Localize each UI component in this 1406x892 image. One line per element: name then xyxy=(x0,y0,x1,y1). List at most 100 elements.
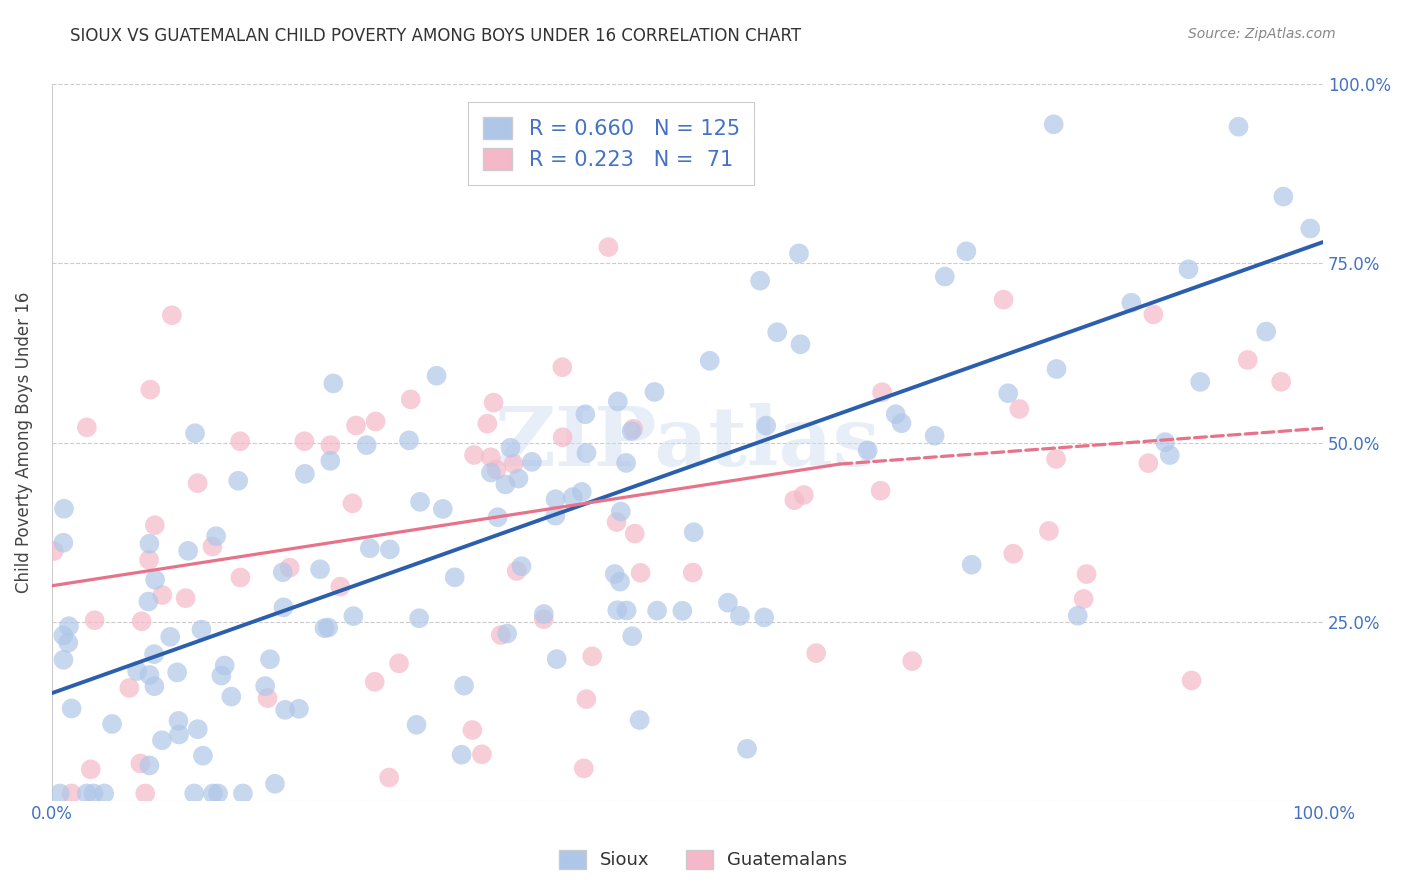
Point xyxy=(620,424,643,438)
Point xyxy=(259,652,281,666)
Point xyxy=(1159,448,1181,462)
Point xyxy=(510,559,533,574)
Point xyxy=(309,562,332,576)
Point xyxy=(1236,353,1258,368)
Point xyxy=(167,727,190,741)
Point xyxy=(482,395,505,409)
Point xyxy=(575,692,598,706)
Point xyxy=(934,269,956,284)
Y-axis label: Child Poverty Among Boys Under 16: Child Poverty Among Boys Under 16 xyxy=(15,292,32,593)
Point xyxy=(190,623,212,637)
Point xyxy=(682,525,704,540)
Point xyxy=(139,383,162,397)
Point xyxy=(624,526,647,541)
Point xyxy=(551,430,574,444)
Point xyxy=(479,450,502,465)
Point xyxy=(150,588,173,602)
Point xyxy=(1038,524,1060,538)
Point xyxy=(793,488,815,502)
Point xyxy=(621,629,644,643)
Point xyxy=(735,741,758,756)
Point xyxy=(52,653,75,667)
Point xyxy=(174,591,197,606)
Point xyxy=(1272,189,1295,203)
Point xyxy=(150,733,173,747)
Point xyxy=(127,664,149,678)
Point xyxy=(138,553,160,567)
Point xyxy=(364,674,387,689)
Point xyxy=(209,668,232,682)
Point xyxy=(997,386,1019,401)
Point xyxy=(138,594,160,608)
Point xyxy=(388,657,411,671)
Point xyxy=(256,691,278,706)
Point xyxy=(292,434,315,449)
Point xyxy=(356,438,378,452)
Point xyxy=(717,596,740,610)
Point xyxy=(1256,325,1278,339)
Point xyxy=(443,570,465,584)
Text: Source: ZipAtlas.com: Source: ZipAtlas.com xyxy=(1188,27,1336,41)
Point xyxy=(160,308,183,322)
Point xyxy=(901,654,924,668)
Point xyxy=(184,426,207,441)
Point xyxy=(1067,608,1090,623)
Point xyxy=(856,443,879,458)
Point xyxy=(1121,295,1143,310)
Point xyxy=(408,611,430,625)
Point xyxy=(789,337,811,351)
Legend: Sioux, Guatemalans: Sioux, Guatemalans xyxy=(550,841,856,879)
Point xyxy=(131,614,153,628)
Point xyxy=(1299,221,1322,235)
Point xyxy=(869,483,891,498)
Point xyxy=(1008,402,1031,417)
Point xyxy=(766,325,789,339)
Point xyxy=(1227,120,1250,134)
Point xyxy=(575,446,598,460)
Point xyxy=(890,416,912,430)
Point xyxy=(271,566,294,580)
Point xyxy=(606,603,628,617)
Point xyxy=(274,703,297,717)
Point xyxy=(755,418,778,433)
Point xyxy=(533,607,555,621)
Point xyxy=(167,714,190,728)
Point xyxy=(621,422,644,436)
Point xyxy=(53,501,76,516)
Point xyxy=(52,629,75,643)
Point xyxy=(273,600,295,615)
Point xyxy=(159,630,181,644)
Point xyxy=(229,570,252,584)
Point xyxy=(93,787,115,801)
Point xyxy=(572,761,595,775)
Point xyxy=(264,777,287,791)
Point xyxy=(520,455,543,469)
Point xyxy=(571,484,593,499)
Point xyxy=(143,518,166,533)
Point xyxy=(316,621,339,635)
Point xyxy=(1189,375,1212,389)
Point xyxy=(319,454,342,468)
Point xyxy=(143,647,166,661)
Point xyxy=(398,434,420,448)
Point xyxy=(1002,547,1025,561)
Point xyxy=(533,612,555,626)
Point xyxy=(628,713,651,727)
Point xyxy=(546,652,568,666)
Point xyxy=(450,747,472,762)
Point xyxy=(485,462,508,476)
Point xyxy=(494,477,516,491)
Point xyxy=(49,787,72,801)
Point xyxy=(606,394,628,409)
Point xyxy=(229,434,252,449)
Point xyxy=(319,438,342,452)
Point xyxy=(699,353,721,368)
Point xyxy=(138,758,160,772)
Point xyxy=(76,420,98,434)
Point xyxy=(477,417,499,431)
Point xyxy=(924,428,946,442)
Point xyxy=(76,787,98,801)
Point xyxy=(329,580,352,594)
Point xyxy=(1142,307,1164,321)
Point xyxy=(486,510,509,524)
